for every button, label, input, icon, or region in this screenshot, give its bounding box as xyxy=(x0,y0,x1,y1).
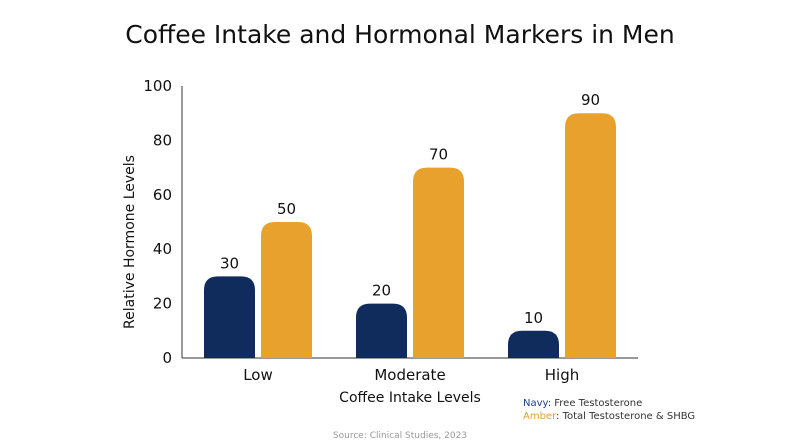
y-tick-label: 40 xyxy=(153,240,172,258)
x-tick-label: Moderate xyxy=(374,366,445,384)
y-tick-label: 0 xyxy=(162,349,172,367)
bars-group: 30 50 20 70 10 90 xyxy=(204,91,616,358)
data-label: 70 xyxy=(429,146,448,164)
y-tick-label: 20 xyxy=(153,295,172,313)
x-axis-tick-labels: Low Moderate High xyxy=(243,366,579,384)
bar-low-total-testosterone xyxy=(261,222,312,358)
data-label: 10 xyxy=(524,309,543,327)
legend-key-navy: Navy xyxy=(523,398,548,409)
y-tick-label: 60 xyxy=(153,186,172,204)
data-label: 90 xyxy=(581,91,600,109)
x-tick-label: Low xyxy=(243,366,273,384)
data-label: 30 xyxy=(220,254,239,272)
bar-moderate-free-testosterone xyxy=(356,303,407,358)
legend-item-free-testosterone: Navy: Free Testosterone xyxy=(523,397,695,410)
y-axis-ticks: 0 20 40 60 80 100 xyxy=(143,77,172,367)
y-axis-title: Relative Hormone Levels xyxy=(122,155,138,329)
source-note: Source: Clinical Studies, 2023 xyxy=(332,431,468,441)
bar-low-free-testosterone xyxy=(204,276,255,358)
bar-moderate-total-testosterone xyxy=(413,167,464,358)
bar-high-free-testosterone xyxy=(508,330,559,358)
legend-item-total-testosterone: Amber: Total Testosterone & SHBG xyxy=(523,410,695,423)
chart-title: Coffee Intake and Hormonal Markers in Me… xyxy=(125,20,675,49)
legend-key-amber: Amber xyxy=(523,411,557,422)
x-axis-title: Coffee Intake Levels xyxy=(339,390,481,406)
data-label: 50 xyxy=(277,200,296,218)
legend-text-free-testosterone: : Free Testosterone xyxy=(547,398,643,409)
y-tick-label: 80 xyxy=(153,131,172,149)
legend-text-total-testosterone: : Total Testosterone & SHBG xyxy=(556,411,696,422)
data-label: 20 xyxy=(372,282,391,300)
x-tick-label: High xyxy=(545,366,579,384)
legend: Navy: Free Testosterone Amber: Total Tes… xyxy=(523,397,695,423)
y-tick-label: 100 xyxy=(143,77,172,95)
bar-high-total-testosterone xyxy=(565,113,616,358)
